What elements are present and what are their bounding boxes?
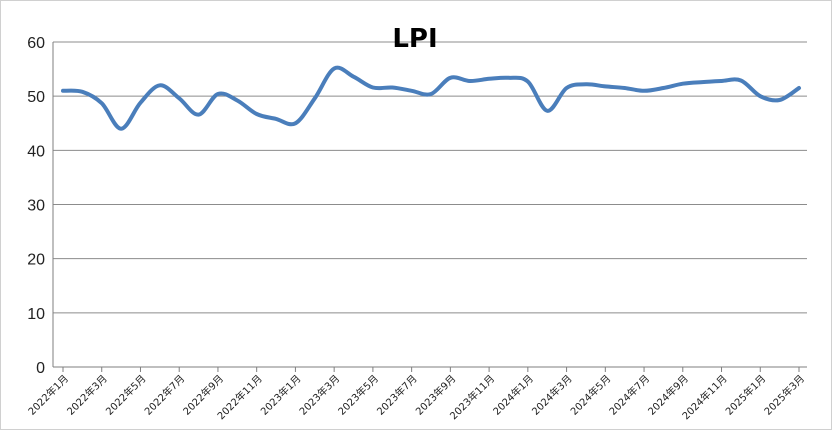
y-tick-label: 60 (27, 35, 45, 52)
x-tick-label: 2025年1月 (723, 372, 769, 418)
x-tick-label: 2024年3月 (529, 372, 575, 418)
x-tick-label: 2022年1月 (25, 372, 71, 418)
y-tick-label: 10 (27, 306, 45, 323)
y-tick-label: 40 (27, 143, 45, 160)
x-tick-label: 2023年5月 (335, 372, 381, 418)
series-line-lpi (61, 65, 801, 131)
y-tick-label: 0 (36, 360, 45, 377)
x-tick-label: 2024年1月 (490, 372, 536, 418)
x-tick-label: 2024年7月 (606, 372, 652, 418)
chart-title: LPI (392, 24, 437, 54)
x-tick-label: 2022年7月 (142, 372, 188, 418)
y-tick-label: 20 (27, 252, 45, 269)
x-tick-label: 2023年1月 (258, 372, 304, 418)
y-axis: 0 10 20 30 40 50 60 (27, 35, 45, 377)
x-tick-label: 2022年3月 (64, 372, 110, 418)
x-tick-label: 2023年3月 (296, 372, 342, 418)
x-tick-label: 2022年5月 (103, 372, 149, 418)
x-tick-label: 2024年5月 (568, 372, 614, 418)
y-tick-label: 30 (27, 198, 45, 215)
grid-lines (52, 41, 807, 368)
y-tick-label: 50 (27, 89, 45, 106)
x-tick-label: 2023年7月 (374, 372, 420, 418)
x-axis: 2022年1月2022年3月2022年5月2022年7月2022年9月2022年… (25, 367, 807, 422)
x-tick-label: 2025年3月 (761, 372, 807, 418)
